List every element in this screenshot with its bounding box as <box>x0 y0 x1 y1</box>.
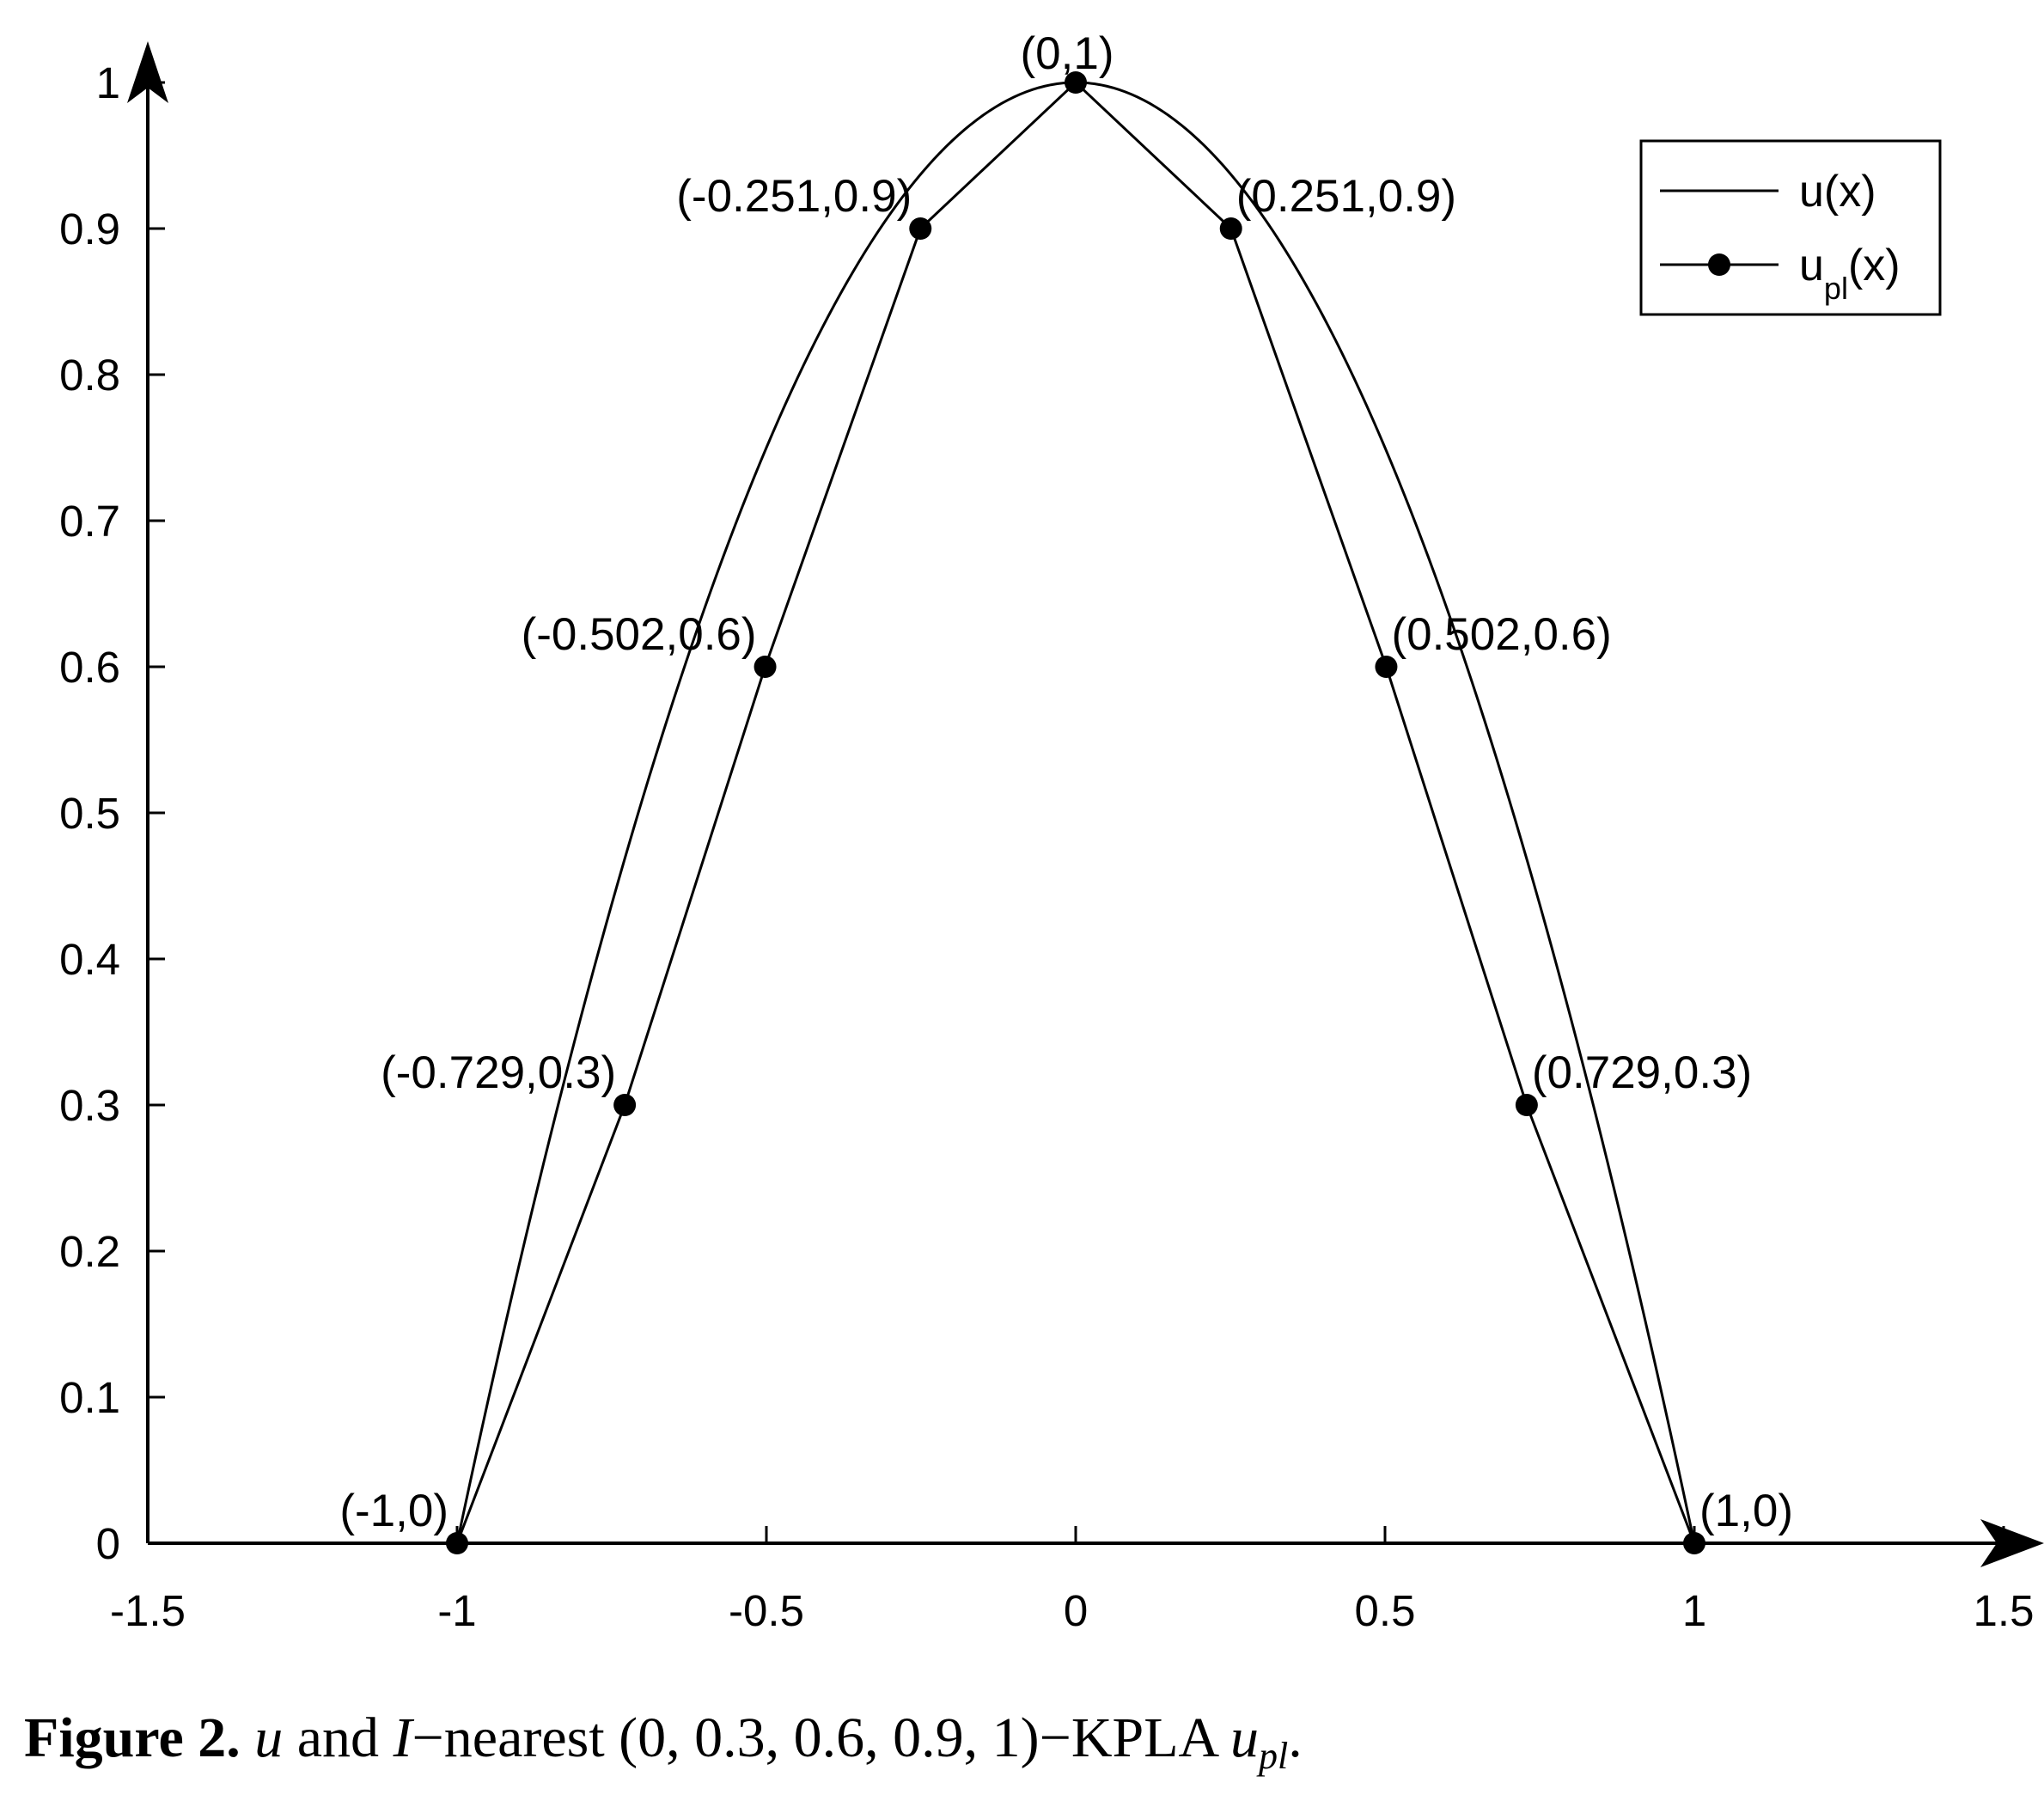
series-upl-marker <box>1375 656 1398 678</box>
y-tick-label: 0.6 <box>59 643 120 692</box>
series-upl-marker <box>1683 1532 1705 1554</box>
series-upl-marker <box>1515 1094 1538 1116</box>
caption-label: Figure 2. <box>24 1706 241 1769</box>
x-tick-label: -0.5 <box>729 1586 804 1635</box>
y-axis-arrow <box>127 41 168 103</box>
point-annotation: (-0.729,0.3) <box>381 1047 616 1098</box>
series-upl-marker <box>446 1532 468 1554</box>
series-upl-marker <box>1065 71 1087 94</box>
point-annotation: (0.502,0.6) <box>1391 609 1611 660</box>
y-tick-label: 0.7 <box>59 497 120 546</box>
x-tick-label: 0.5 <box>1355 1586 1416 1635</box>
y-tick-label: 0.2 <box>59 1227 120 1276</box>
point-annotation: (0.251,0.9) <box>1236 171 1456 222</box>
point-annotation: (1,0) <box>1699 1486 1793 1536</box>
legend-label: upl(x) <box>1799 241 1901 306</box>
legend: u(x) upl(x) <box>1639 139 1942 316</box>
y-tick-label: 0.9 <box>59 205 120 253</box>
x-tick-label: -1.5 <box>110 1586 186 1635</box>
point-annotation: (-0.502,0.6) <box>522 609 757 660</box>
caption-var-i: I <box>393 1706 412 1769</box>
point-annotation: (0.729,0.3) <box>1532 1047 1752 1098</box>
y-tick-label: 0.4 <box>59 935 120 984</box>
chart: -1.5 -1 -0.5 0 0.5 1 1.5 0 0.1 0.2 0.3 0.4 0.5 0.6 0.7… <box>59 28 2044 1635</box>
series-upl-marker <box>754 656 777 678</box>
x-tick-label: 1 <box>1682 1586 1706 1635</box>
caption-text-and: and <box>283 1706 394 1769</box>
series-upl-marker <box>1219 217 1242 240</box>
x-tick-label: 0 <box>1064 1586 1088 1635</box>
point-annotation: (-1,0) <box>339 1486 448 1536</box>
legend-box <box>1639 139 1942 316</box>
series-u-curve <box>455 81 1696 1544</box>
caption-var-upl-sub: pl <box>1259 1735 1289 1778</box>
y-tick-label: 0.5 <box>59 789 120 838</box>
y-tick-label: 0.8 <box>59 351 120 400</box>
point-annotation: (-0.251,0.9) <box>676 171 912 222</box>
series <box>446 71 1705 1554</box>
series-upl-polyline <box>455 80 1696 1544</box>
series-upl-marker <box>613 1094 637 1116</box>
ticks: -1.5 -1 -0.5 0 0.5 1 1.5 0 0.1 0.2 0.3 0.4 0.5 0.6 0.7… <box>59 58 2034 1635</box>
legend-marker-sample <box>1708 253 1730 276</box>
x-axis-arrow <box>1980 1519 2044 1567</box>
annotations: (-1,0) (-0.729,0.3) (-0.502,0.6) (-0.251,0.… <box>339 28 1793 1536</box>
legend-label: u(x) <box>1799 167 1876 217</box>
y-tick-label: 1 <box>96 58 120 107</box>
series-upl-marker <box>909 217 932 240</box>
y-tick-label: 0.3 <box>59 1081 120 1130</box>
caption-text-nearest: −nearest (0, 0.3, 0.6, 0.9, 1)−KPLA <box>412 1706 1231 1769</box>
caption-var-upl: u <box>1230 1706 1260 1769</box>
caption-end: . <box>1288 1706 1303 1769</box>
y-tick-label: 0.1 <box>59 1373 120 1422</box>
point-annotation: (0,1) <box>1021 28 1114 79</box>
x-tick-label: 1.5 <box>1974 1586 2035 1635</box>
y-tick-label: 0 <box>96 1519 120 1568</box>
figure-caption: Figure 2. u and I−nearest (0, 0.3, 0.6, … <box>24 1706 2026 1778</box>
caption-var-u: u <box>254 1706 284 1769</box>
x-tick-label: -1 <box>437 1586 476 1635</box>
